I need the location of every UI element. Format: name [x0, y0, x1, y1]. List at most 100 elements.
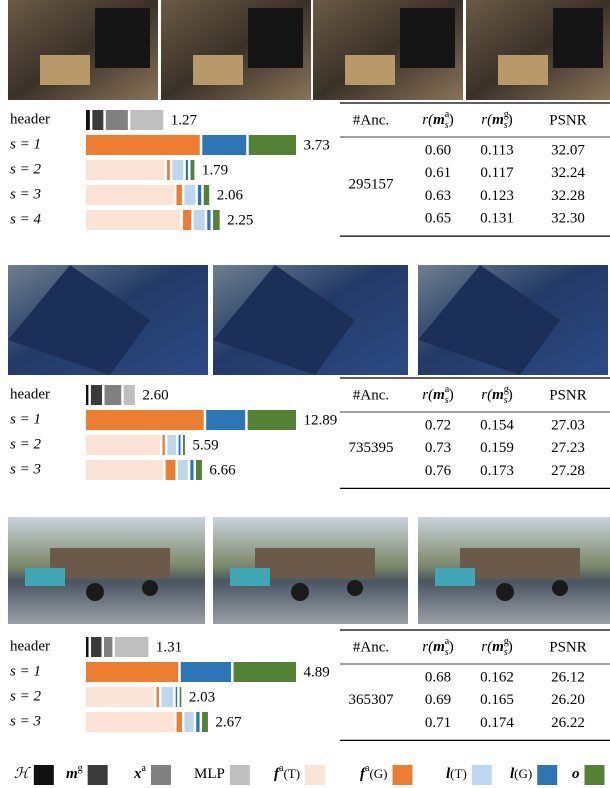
table-cell: 0.72	[425, 417, 451, 433]
bar-segment	[161, 687, 173, 707]
photo-room	[466, 0, 610, 100]
legend-symbol: ℋ	[14, 766, 31, 782]
row-label: s = 2	[10, 161, 41, 177]
close: )	[449, 639, 454, 655]
bar-segment	[198, 185, 201, 205]
bar-segment	[86, 687, 154, 707]
bar-segment	[184, 185, 195, 205]
row-label: s = 1	[10, 411, 41, 427]
symbol: m	[492, 387, 504, 403]
bar-segment	[183, 210, 191, 230]
photo-roof	[8, 265, 208, 375]
bar-segment	[86, 135, 200, 155]
column-header: #Anc.	[353, 639, 389, 655]
close: )	[508, 639, 513, 655]
legend-label: l(T)	[446, 766, 467, 782]
table-cell: 0.165	[480, 692, 514, 708]
table-cell: 32.07	[551, 142, 585, 158]
table-cell: 26.12	[551, 669, 585, 685]
total-label: 2.60	[142, 387, 168, 403]
bar-segment	[166, 460, 176, 480]
bar-segment	[86, 385, 88, 405]
legend-swatch	[34, 765, 54, 785]
figure: header1.27s = 13.73s = 21.79s = 32.06s =…	[0, 0, 610, 788]
bar-segment	[104, 637, 112, 657]
table-cell: 0.123	[480, 188, 514, 204]
table-cell: 0.60	[425, 142, 451, 158]
table-cell: 0.154	[480, 417, 514, 433]
bar-segment	[172, 160, 183, 180]
table-cell: 0.61	[425, 165, 451, 181]
table-cell: 27.23	[551, 440, 585, 456]
total-label: 2.25	[227, 212, 253, 228]
photo-roof	[418, 265, 608, 375]
bar-segment	[191, 160, 195, 180]
row-label: s = 3	[10, 461, 41, 477]
column-header: PSNR	[549, 112, 587, 128]
row-label: header	[10, 111, 50, 127]
bar-segment	[234, 662, 296, 682]
legend-swatch	[537, 765, 557, 785]
table-cell: 0.173	[480, 463, 514, 479]
row-label: s = 2	[10, 688, 41, 704]
photo-truck	[213, 517, 408, 624]
close: )	[508, 387, 513, 403]
legend-swatch	[151, 765, 171, 785]
photo-truck	[8, 517, 205, 624]
legend-label: mg	[66, 763, 83, 782]
table-cell: 0.69	[425, 692, 451, 708]
table-cell: 26.22	[551, 715, 585, 731]
table-cell: 0.162	[480, 669, 514, 685]
row-label: s = 3	[10, 186, 41, 202]
photo-room	[8, 0, 158, 100]
total-label: 3.73	[304, 137, 330, 153]
bar-segment	[156, 687, 159, 707]
bar-segment	[183, 435, 185, 455]
table-cell: 27.03	[551, 417, 585, 433]
bar-segment	[162, 435, 164, 455]
table-cell: 0.76	[425, 463, 452, 479]
bar-segment	[115, 637, 149, 657]
legend-label: fa(G)	[360, 763, 388, 782]
legend-suffix: (T)	[283, 766, 300, 781]
column-header: r(mgs)	[481, 384, 512, 406]
legend-sup: g	[78, 763, 83, 774]
bar-segment	[124, 385, 135, 405]
column-header: PSNR	[549, 387, 587, 403]
total-label: 5.59	[192, 437, 218, 453]
symbol: m	[492, 639, 504, 655]
total-label: 4.89	[304, 664, 330, 680]
anchor-count: 295157	[349, 176, 395, 192]
bar-segment	[130, 110, 163, 130]
legend-label: ℋ	[14, 766, 31, 782]
bar-segment	[190, 460, 193, 480]
legend-swatch	[305, 765, 325, 785]
bar-segment	[91, 637, 101, 657]
row-label: s = 1	[10, 663, 41, 679]
bar-segment	[86, 662, 178, 682]
table-cell: 0.113	[480, 142, 513, 158]
column-header: r(mas)	[422, 109, 453, 131]
table-cell: 32.24	[551, 165, 585, 181]
bar-segment	[86, 185, 174, 205]
total-label: 2.03	[189, 689, 215, 705]
table-cell: 32.28	[551, 188, 585, 204]
legend-swatch	[393, 765, 413, 785]
bar-segment	[179, 435, 181, 455]
bar-segment	[167, 160, 170, 180]
total-label: 2.06	[217, 187, 244, 203]
symbol: m	[433, 387, 445, 403]
table-cell: 0.71	[425, 715, 451, 731]
bar-segment	[86, 637, 89, 657]
legend-swatch	[230, 765, 250, 785]
total-label: 2.67	[215, 714, 242, 730]
legend-swatch	[585, 765, 605, 785]
close: )	[508, 112, 513, 128]
symbol: m	[433, 112, 445, 128]
bar-segment	[86, 435, 160, 455]
bar-segment	[196, 460, 202, 480]
bar-segment	[204, 185, 209, 205]
